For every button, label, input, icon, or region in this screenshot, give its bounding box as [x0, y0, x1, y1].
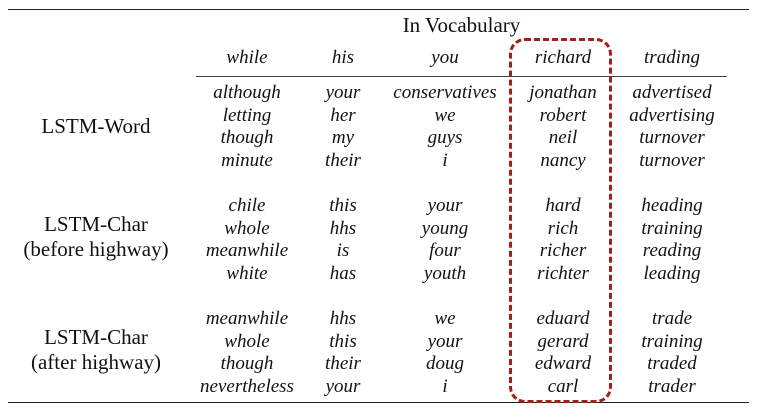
table-cell-word: hhs	[329, 217, 357, 239]
table-cell-word: robert	[539, 104, 587, 126]
table-cell-word: letting	[222, 104, 272, 126]
table-cell-word: four	[429, 240, 461, 261]
column-header-trading: trading	[644, 47, 700, 68]
table-cell-word: reading	[642, 240, 702, 261]
column-header-his: his	[331, 47, 355, 68]
row-group-label-line: LSTM-Word	[41, 113, 151, 138]
table-cell-word: guys	[427, 127, 463, 148]
table-cell-word: richer	[539, 240, 587, 261]
table-bottom-rule	[8, 402, 749, 403]
table-cell-word: advertised	[632, 82, 712, 103]
table-cell-word: trader	[648, 375, 696, 397]
table-cell-word: i	[442, 149, 448, 171]
row-group-label: LSTM-Char (after highway)	[8, 325, 184, 375]
table-cell-word: richter	[537, 262, 589, 284]
table-cell-word: gerard	[537, 330, 589, 352]
table-cell-word: leading	[643, 262, 701, 284]
table-cell-word: training	[641, 217, 703, 239]
table-cell-word: whole	[224, 217, 270, 239]
table-cell-word: though	[220, 353, 274, 374]
table-cell-word: this	[329, 330, 357, 352]
row-group-label: LSTM-Char (before highway)	[8, 212, 184, 262]
table-cell-word: nevertheless	[200, 375, 294, 397]
row-group-label-line: (before highway)	[23, 237, 169, 261]
table-cell-word: minute	[221, 149, 273, 171]
table-cell-word: your	[325, 375, 361, 397]
table-cell-word: training	[641, 330, 703, 352]
table-cell-word: their	[325, 353, 361, 374]
table-cell-word: has	[329, 262, 357, 284]
row-group-label: LSTM-Word	[8, 114, 184, 139]
table-cell-word: trade	[651, 308, 693, 329]
table-cell-word: whole	[224, 330, 270, 352]
table-cell-word: i	[442, 375, 448, 397]
column-header-richard: richard	[534, 47, 592, 68]
table-cell-word: is	[336, 240, 350, 261]
table-cell-word: eduard	[536, 308, 590, 329]
table-cell-word: neil	[548, 127, 578, 148]
table-cell-word: turnover	[639, 127, 705, 148]
row-group-label-line: (after highway)	[30, 350, 162, 374]
table-cell-word: edward	[534, 353, 592, 374]
table-cell-word: traded	[647, 353, 697, 374]
column-group-title: In Vocabulary	[402, 13, 521, 37]
table-cell-word: hard	[545, 195, 581, 216]
table-cell-word: young	[421, 217, 469, 239]
table-cell-word: heading	[641, 195, 703, 216]
table-cell-word: meanwhile	[205, 240, 289, 261]
column-header-you: you	[431, 47, 459, 68]
table-cell-word: this	[329, 195, 357, 216]
table-cell-word: rich	[547, 217, 579, 239]
table-cell-word: doug	[426, 353, 464, 374]
table-cell-word: white	[226, 262, 268, 284]
table-cell-word: their	[325, 149, 361, 171]
table-cell-word: your	[427, 330, 463, 352]
table-cell-word: we	[434, 308, 456, 329]
table-cell-word: advertising	[629, 104, 715, 126]
table-cell-word: turnover	[639, 149, 705, 171]
table-top-rule	[8, 9, 749, 10]
table-cell-word: although	[213, 82, 281, 103]
table-cell-word: my	[331, 127, 355, 148]
table-cell-word: carl	[547, 375, 579, 397]
table-cell-word: your	[325, 82, 361, 103]
table-cell-word: nancy	[540, 149, 586, 171]
table-cell-word: we	[434, 104, 456, 126]
table-cell-word: jonathan	[529, 82, 597, 103]
table-cell-word: youth	[423, 262, 467, 284]
table-cell-word: hhs	[329, 308, 357, 329]
table-cell-word: your	[427, 195, 463, 216]
table-cell-word: chile	[228, 195, 266, 216]
table-cell-word: meanwhile	[205, 308, 289, 329]
row-group-label-line: LSTM-Char	[44, 325, 148, 349]
header-rule	[196, 76, 727, 77]
table-cell-word: conservatives	[393, 82, 497, 103]
column-header-while: while	[226, 47, 268, 68]
highlight-box-richard-column	[509, 38, 612, 403]
table-cell-word: her	[330, 104, 356, 126]
row-group-label-line: LSTM-Char	[44, 212, 148, 236]
table-cell-word: though	[220, 127, 274, 148]
